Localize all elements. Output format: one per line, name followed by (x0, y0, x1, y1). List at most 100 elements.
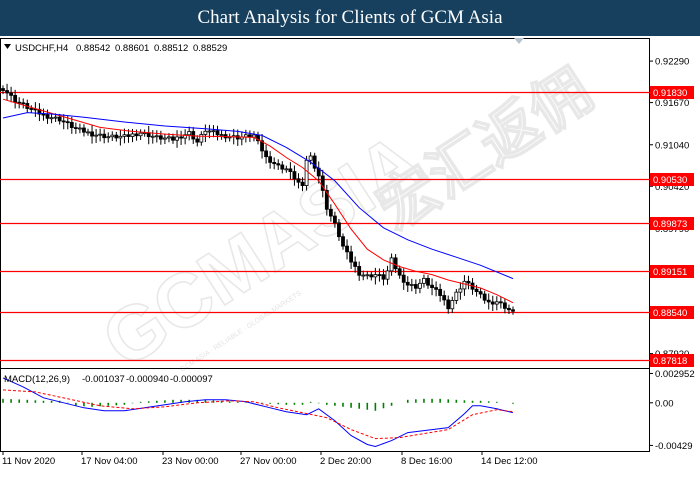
candle-body (41, 113, 46, 116)
candle-body (118, 135, 123, 139)
candle-body (503, 302, 507, 309)
candle-body (353, 261, 358, 267)
candle-body (389, 257, 394, 272)
price-tick-label: 0.91040 (655, 140, 689, 151)
candle-body (13, 94, 18, 103)
level-label: 0.87818 (653, 356, 687, 367)
candle-body (426, 277, 430, 286)
level-label-box (650, 354, 694, 367)
candle-body (134, 133, 139, 137)
candle-body (405, 281, 410, 286)
candle-body (385, 270, 390, 280)
candle-body (292, 171, 297, 180)
candle-body (21, 102, 26, 105)
candle-body (195, 138, 200, 143)
candle-body (45, 114, 50, 119)
candle-body (260, 140, 264, 152)
candle-body (486, 299, 491, 303)
candle-body (494, 301, 499, 305)
moving-averages (2, 98, 514, 304)
candle-body (430, 284, 434, 289)
candle-body (86, 131, 90, 134)
candle-body (490, 301, 495, 305)
level-label-box (650, 86, 694, 99)
candle-body (381, 274, 386, 280)
level-label: 0.91830 (653, 88, 687, 99)
candle-body (401, 274, 406, 283)
candle-body (163, 137, 167, 140)
candle-body (498, 301, 503, 304)
level-label-box (650, 306, 694, 319)
macd-hist-value: -0.000097 (170, 374, 213, 385)
price-tick-label: 0.91670 (655, 98, 689, 109)
candle-body (361, 274, 366, 277)
candle-body (337, 222, 341, 238)
time-tick-label: 27 Nov 00:00 (240, 456, 297, 467)
symbol-title: USDCHF,H4 (15, 43, 68, 54)
candle-body (1, 88, 5, 91)
candle-body (199, 134, 204, 143)
header-title: Chart Analysis for Clients of GCM Asia (197, 7, 503, 28)
macd-value: -0.001037 (82, 374, 125, 385)
ohlc-open: 0.88542 (76, 43, 110, 54)
time-tick-label: 11 Nov 2020 (2, 456, 55, 467)
candle-body (320, 175, 325, 191)
candle-body (252, 134, 256, 138)
candle-body (73, 127, 78, 129)
candle-body (130, 133, 135, 137)
macd-tick-label: -0.00429 (655, 441, 693, 452)
candle-body (418, 282, 422, 289)
candle-body (454, 291, 459, 301)
macd-tick-label: 0.00 (655, 398, 674, 409)
candle-body (507, 307, 511, 311)
level-label-box (650, 265, 694, 278)
candle-body (458, 288, 463, 293)
chart-plot: GCMASIA 宏汇返佣 GCM ASIA · RELIABLE · GLOBA… (0, 38, 695, 467)
candle-body (365, 274, 370, 277)
candle-body (466, 280, 471, 284)
dropdown-triangle-icon (4, 44, 11, 49)
candle-body (82, 127, 86, 133)
chart-header: Chart Analysis for Clients of GCM Asia (0, 0, 700, 36)
candle-body (187, 131, 192, 136)
candle-body (78, 127, 82, 130)
candle-body (300, 181, 305, 186)
candle-body (284, 168, 289, 171)
candle-body (69, 122, 74, 128)
candle-body (341, 236, 345, 247)
candle-body (106, 136, 111, 139)
candle-body (312, 155, 317, 169)
candle-body (171, 136, 175, 141)
candle-body (478, 291, 483, 295)
candle-body (413, 284, 418, 289)
candle-body (446, 299, 451, 310)
candle-body (438, 288, 443, 296)
time-tick-label: 14 Dec 12:00 (481, 456, 538, 467)
time-tick-label: 17 Nov 04:00 (81, 456, 138, 467)
candle-body (333, 215, 337, 224)
candle-body (29, 108, 34, 110)
price-tick-label: 0.90420 (655, 182, 689, 193)
candle-body (442, 295, 447, 301)
candle-body (482, 293, 487, 301)
macd-line (2, 377, 514, 448)
level-label-box (650, 217, 694, 230)
price-tick-label: 0.92290 (655, 57, 689, 68)
candle-body (5, 90, 9, 94)
chart-frame (0, 38, 650, 452)
macd-tick-label: 0.002952 (655, 369, 695, 380)
candle-body (308, 155, 313, 161)
candle-body (57, 116, 62, 122)
level-label-box (650, 173, 694, 186)
candle-body (345, 245, 349, 253)
time-axis: 11 Nov 2020 17 Nov 04:00 23 Nov 00:00 27 No… (2, 451, 538, 467)
candle-body (65, 121, 70, 124)
candle-body (154, 135, 159, 138)
candle-body (9, 92, 13, 96)
candle-body (17, 101, 22, 104)
candle-body (138, 132, 143, 137)
candle-body (215, 130, 220, 136)
candle-body (264, 150, 268, 158)
candle-body (434, 287, 438, 290)
candle-body (110, 134, 115, 138)
